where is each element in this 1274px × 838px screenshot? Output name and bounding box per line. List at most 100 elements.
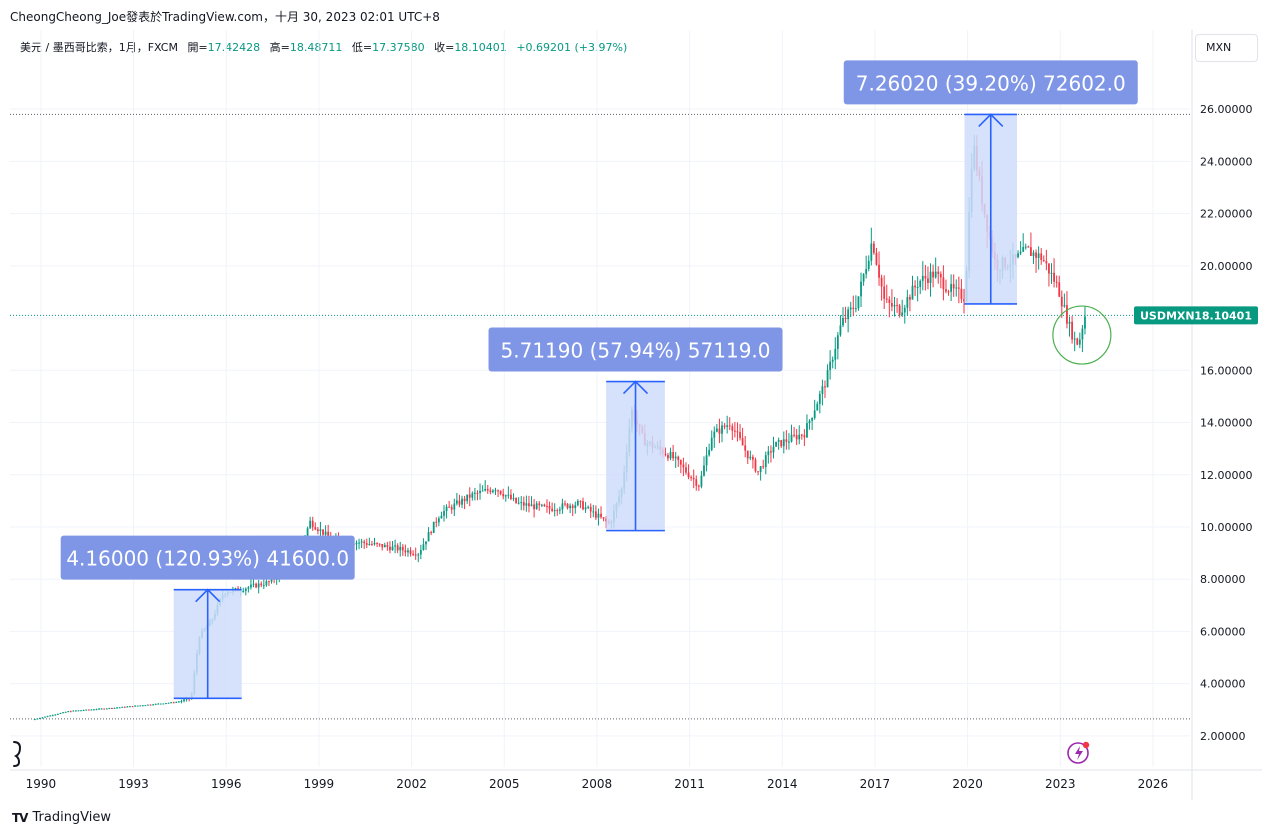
candle-body xyxy=(893,304,896,307)
candle-body xyxy=(368,544,371,546)
candle-body xyxy=(1035,252,1037,258)
candle-body xyxy=(857,296,860,309)
candle-body xyxy=(955,287,958,289)
candle-body xyxy=(831,359,834,362)
candle-body xyxy=(170,702,173,704)
candle-body xyxy=(134,705,137,707)
candle-body xyxy=(74,710,77,712)
candle-body xyxy=(806,423,808,438)
candle-body xyxy=(38,718,41,720)
candle-body xyxy=(767,451,770,456)
candle-body xyxy=(672,452,675,459)
candle-body xyxy=(862,274,865,282)
x-tick-label: 2011 xyxy=(674,777,705,791)
candle-body xyxy=(700,475,703,487)
candle-body xyxy=(535,503,538,510)
candle-body xyxy=(880,277,883,287)
candle-body xyxy=(584,507,587,510)
candle-body xyxy=(389,546,391,551)
currency-button[interactable]: MXN xyxy=(1195,34,1258,62)
candle-body xyxy=(46,716,49,718)
candle-body xyxy=(708,449,711,456)
candle-body xyxy=(685,467,687,473)
candle-body xyxy=(324,531,327,535)
candle-body xyxy=(682,464,685,468)
candle-body xyxy=(538,503,541,506)
candle-body xyxy=(728,425,731,427)
candle-body xyxy=(152,704,155,706)
candle-body xyxy=(733,430,736,432)
candle-body xyxy=(883,286,886,299)
tradingview-brand[interactable]: TV TradingView xyxy=(12,810,111,825)
candle-body xyxy=(360,541,363,543)
candle-body xyxy=(878,264,880,278)
candle-body xyxy=(54,714,57,716)
x-tick-label: 1993 xyxy=(118,777,149,791)
close-value: 18.10401 xyxy=(454,41,507,54)
candle-body xyxy=(257,583,260,588)
candle-body xyxy=(703,465,705,476)
candle-body xyxy=(510,494,512,499)
candle-body xyxy=(800,434,803,436)
candle-body xyxy=(844,318,847,320)
candle-body xyxy=(147,704,149,706)
candle-body xyxy=(891,302,893,307)
y-tick-label: 6.00000 xyxy=(1200,625,1246,638)
hide-drawings-icon[interactable] xyxy=(13,741,22,767)
candle-body xyxy=(808,420,811,424)
candle-body xyxy=(723,425,726,427)
candle-body xyxy=(785,439,788,442)
candle-body xyxy=(721,425,723,434)
candle-body xyxy=(154,703,157,705)
candle-body xyxy=(252,583,255,585)
candle-body xyxy=(49,715,52,717)
candle-body xyxy=(432,521,435,533)
candle-body xyxy=(172,702,175,704)
open-value: 17.42428 xyxy=(207,41,261,54)
candle-body xyxy=(486,488,489,491)
candle-body xyxy=(371,544,373,546)
x-tick-label: 1996 xyxy=(211,777,242,791)
candle-body xyxy=(777,440,780,442)
candle-body xyxy=(1073,338,1076,340)
candle-body xyxy=(1027,246,1030,248)
candle-body xyxy=(718,428,721,434)
candle-body xyxy=(399,546,402,551)
measure-arrow-head xyxy=(978,113,1004,127)
candle-body xyxy=(576,500,579,506)
candle-body xyxy=(564,503,566,505)
candle-body xyxy=(517,502,520,504)
candle-body xyxy=(1040,253,1043,261)
candle-body xyxy=(929,271,932,284)
horizontal-lines xyxy=(10,113,1190,720)
candle-body xyxy=(1060,296,1063,307)
candle-body xyxy=(1017,253,1019,258)
close-label: 收= xyxy=(434,41,455,54)
candle-body xyxy=(1050,272,1053,274)
tradingview-logo-icon: TV xyxy=(12,810,29,825)
candle-body xyxy=(417,554,420,556)
candle-body xyxy=(244,588,247,591)
candle-body xyxy=(906,297,909,308)
lightning-icon[interactable] xyxy=(1067,741,1090,764)
candle-body xyxy=(1078,339,1081,345)
candle-body xyxy=(540,504,543,506)
candle-body xyxy=(103,708,106,710)
candle-body xyxy=(677,456,680,461)
measure-label-box[interactable] xyxy=(60,535,355,580)
highlight-circle[interactable] xyxy=(1052,305,1112,365)
candle-body xyxy=(118,707,121,709)
high-value: 18.48711 xyxy=(289,41,343,54)
measurement-tools: 4.16000 (120.93%) 41600.0 5.71190 (57.94%… xyxy=(60,60,1138,700)
candle-body xyxy=(885,298,888,300)
candle-body xyxy=(407,550,409,553)
candle-body xyxy=(945,289,947,292)
candle-body xyxy=(1045,261,1048,264)
candle-body xyxy=(373,542,376,545)
candle-body xyxy=(414,554,417,556)
candle-body xyxy=(1076,338,1079,345)
measure-label-box[interactable] xyxy=(488,327,783,372)
candle-body xyxy=(481,490,484,492)
measure-label-box[interactable] xyxy=(843,60,1138,105)
